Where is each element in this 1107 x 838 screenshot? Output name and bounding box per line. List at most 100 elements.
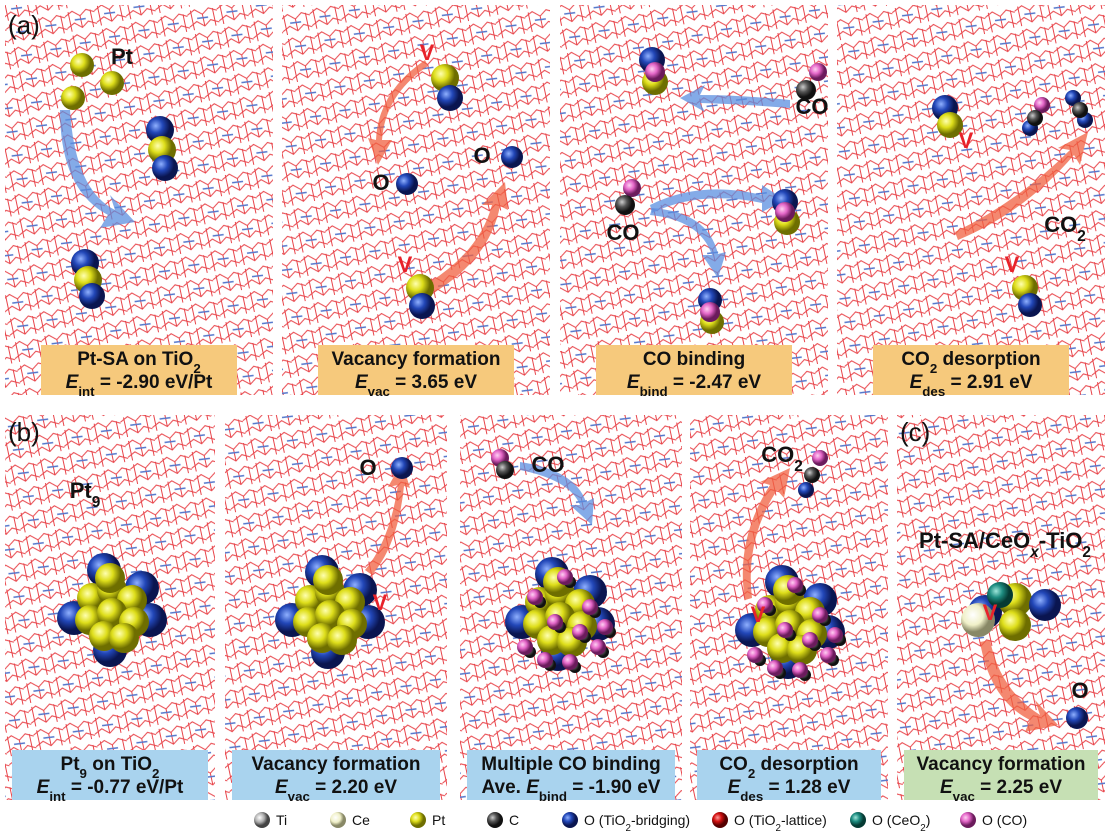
atom xyxy=(804,467,820,483)
text-run: Vacancy formation xyxy=(332,349,501,370)
species-label: CO2 xyxy=(1044,212,1086,245)
text-run: 2 xyxy=(775,823,780,834)
species-label: CO xyxy=(607,220,640,245)
lattice xyxy=(837,5,1105,395)
text-run: CO xyxy=(607,220,640,245)
species-label: CO2 xyxy=(761,442,803,475)
atom xyxy=(1065,90,1081,106)
atom xyxy=(61,86,85,110)
atom xyxy=(431,64,459,92)
text-run: E xyxy=(627,372,641,393)
atom xyxy=(827,627,843,643)
caption-box xyxy=(697,750,881,800)
atom xyxy=(391,457,413,479)
text-run: O (CO) xyxy=(982,812,1027,828)
text-run: bind xyxy=(539,789,567,804)
caption-title: CO2 desorption xyxy=(901,349,1040,376)
text-run: CO xyxy=(719,754,748,775)
caption-title: Pt-SA on TiO2 xyxy=(77,349,201,376)
text-run: 2 xyxy=(1082,544,1091,561)
arrow xyxy=(980,640,1058,732)
caption-box xyxy=(12,750,208,800)
legend-label: Pt xyxy=(432,812,445,828)
arrow xyxy=(430,182,508,292)
atom xyxy=(410,812,426,828)
text-run: Pt xyxy=(432,812,445,828)
text-run: O xyxy=(473,143,490,168)
text-run: 9 xyxy=(92,494,101,511)
atom xyxy=(70,53,94,77)
text-run: Pt-SA on TiO xyxy=(77,349,193,370)
species-label: Pt9 xyxy=(70,478,101,511)
text-run: des xyxy=(740,789,763,804)
text-run: desorption xyxy=(755,754,858,775)
atom xyxy=(409,293,435,319)
text-run: Multiple CO binding xyxy=(481,754,660,775)
caption-energy: Eint = -0.77 eV/Pt xyxy=(37,777,184,804)
text-run: CO xyxy=(532,452,565,477)
legend-label: O (CeO2) xyxy=(872,812,930,834)
vacancy-label: V xyxy=(420,40,435,65)
text-run: E xyxy=(910,372,924,393)
atom xyxy=(1029,589,1061,621)
text-run: -bridging) xyxy=(631,812,690,828)
species-label: Pt-SA/CeOx-TiO2 xyxy=(919,528,1091,561)
caption-energy: Edes = 1.28 eV xyxy=(728,777,851,804)
arrow xyxy=(955,132,1088,240)
caption-box xyxy=(41,345,237,395)
atom xyxy=(960,812,976,828)
text-run: CO binding xyxy=(643,349,745,370)
legend-label: Ti xyxy=(276,812,287,828)
atom xyxy=(557,569,573,585)
text-run: = -2.90 eV/Pt xyxy=(95,372,213,393)
atom xyxy=(79,283,105,309)
text-run: = -1.90 eV xyxy=(567,777,661,798)
atom xyxy=(327,625,357,655)
species-label: CO xyxy=(796,94,829,119)
text-run: 2 xyxy=(152,766,159,781)
text-run: int xyxy=(78,384,95,399)
atom xyxy=(109,623,139,653)
caption-energy: Evac = 2.25 eV xyxy=(940,777,1062,804)
caption-box xyxy=(232,750,440,800)
text-run: V xyxy=(1005,252,1020,277)
arrow xyxy=(650,185,785,213)
atom xyxy=(1066,707,1088,729)
text-run: 9 xyxy=(80,766,87,781)
atom xyxy=(820,647,836,663)
caption-title: CO2 desorption xyxy=(719,754,858,781)
panel-label: (b) xyxy=(8,417,40,447)
text-run: V xyxy=(373,590,388,615)
atom xyxy=(712,812,728,828)
text-run: = -2.47 eV xyxy=(668,372,762,393)
atom xyxy=(562,654,578,670)
text-run: V xyxy=(983,600,998,625)
text-run: on TiO xyxy=(87,754,152,775)
text-run: vac xyxy=(953,789,975,804)
text-run: CO xyxy=(901,349,930,370)
caption-box xyxy=(596,345,792,395)
text-run: C xyxy=(509,812,519,828)
caption-box xyxy=(318,345,514,395)
arrow xyxy=(680,85,790,112)
atom xyxy=(1018,293,1042,317)
atom xyxy=(330,812,346,828)
caption-title: Vacancy formation xyxy=(252,754,421,775)
text-run: V xyxy=(751,602,766,627)
arrow xyxy=(365,462,410,575)
atom xyxy=(1034,97,1050,113)
text-run: Pt xyxy=(70,478,93,503)
text-run: = 2.25 eV xyxy=(975,777,1062,798)
text-run: = 2.20 eV xyxy=(310,777,397,798)
atom xyxy=(254,812,270,828)
caption-energy: Eint = -2.90 eV/Pt xyxy=(66,372,213,399)
text-run: O (TiO xyxy=(734,812,776,828)
text-run: Pt xyxy=(111,44,134,69)
atom xyxy=(999,609,1031,641)
text-run: Pt xyxy=(61,754,81,775)
caption-energy: Ebind = -2.47 eV xyxy=(627,372,762,399)
text-run: vac xyxy=(288,789,310,804)
